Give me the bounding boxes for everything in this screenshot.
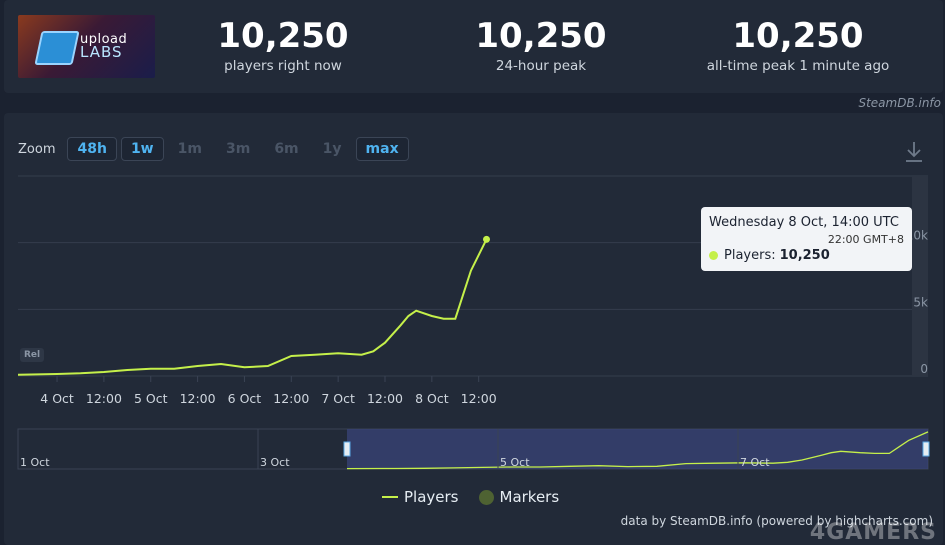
players-series-line[interactable]: [17, 238, 488, 376]
zoom-label: Zoom: [18, 141, 56, 157]
zoom-1m-button[interactable]: 1m: [177, 141, 202, 157]
logo-text-top: upload: [80, 32, 128, 47]
x-axis-ticks: 4 Oct 12:00 5 Oct 12:00 6 Oct 12:00 7 Oct 12:00…: [40, 376, 497, 406]
x-tick-label: 12:00: [273, 391, 309, 406]
x-tick-label: 7 Oct: [321, 391, 355, 406]
stat-alltime-peak: 10,250 all-time peak 1 minute ago: [678, 15, 918, 75]
legend-markers-swatch: [478, 489, 494, 505]
tooltip-local-time: 22:00 GMT+8: [827, 233, 904, 246]
game-logo[interactable]: upload LABS: [18, 15, 155, 78]
navigator-labels: 1 Oct 3 Oct 5 Oct 7 Oct: [17, 429, 770, 469]
download-icon[interactable]: [904, 140, 924, 164]
zoom-max-button[interactable]: max: [355, 137, 409, 161]
x-tick-label: 12:00: [180, 391, 216, 406]
zoom-3m-button[interactable]: 3m: [225, 141, 251, 157]
tooltip-date: Wednesday 8 Oct, 14:00 UTC: [709, 215, 899, 230]
navigator-date-label: 7 Oct: [740, 456, 770, 469]
stat-current-label: players right now: [224, 58, 342, 74]
zoom-6m-button[interactable]: 6m: [274, 141, 299, 157]
tooltip-series-row: Players: 10,250: [709, 248, 830, 263]
navigator-series-line: [346, 431, 929, 470]
stat-current-value: 10,250: [217, 16, 349, 56]
navigator-selection[interactable]: [347, 429, 928, 469]
source-credit[interactable]: SteamDB.info: [858, 96, 941, 110]
tooltip-series-name: Players:: [724, 248, 776, 263]
stats-panel: [4, 0, 943, 93]
y-tick-label: 5k: [913, 295, 928, 309]
legend-players[interactable]: Players: [404, 488, 459, 506]
legend-markers[interactable]: Markers: [499, 488, 560, 506]
chart-grid: [18, 175, 928, 377]
zoom-bar: Zoom 48h 1w 1m 3m 6m 1y max: [18, 135, 413, 163]
chart-legend: Players Markers: [382, 488, 559, 506]
footer-credit[interactable]: data by SteamDB.info (powered by highcha…: [620, 514, 933, 528]
stat-current-players: 10,250 players right now: [163, 15, 403, 75]
y-tick-label: 0: [920, 362, 928, 376]
x-tick-label: 5 Oct: [134, 391, 168, 406]
relative-toggle[interactable]: Rel: [20, 348, 45, 362]
zoom-1w-button[interactable]: 1w: [120, 137, 164, 161]
x-tick-label: 12:00: [86, 391, 122, 406]
stat-alltime-label: all-time peak 1 minute ago: [706, 58, 890, 74]
stat-24h-value: 10,250: [475, 16, 607, 56]
watermark: 4GAMERS: [809, 520, 937, 545]
x-tick-label: 4 Oct: [40, 391, 74, 406]
navigator-date-label: 5 Oct: [500, 456, 530, 469]
x-tick-label: 12:00: [367, 391, 403, 406]
chart-tooltip: Wednesday 8 Oct, 14:00 UTC 22:00 GMT+8 P…: [701, 207, 912, 271]
hover-point-marker: [483, 235, 490, 243]
navigator-handle-right[interactable]: [922, 441, 930, 457]
x-tick-label: 8 Oct: [415, 391, 449, 406]
stat-24h-label: 24-hour peak: [495, 58, 587, 74]
zoom-48h-button[interactable]: 48h: [67, 137, 117, 161]
tooltip-series-dot: [709, 251, 718, 260]
stat-24h-peak: 10,250 24-hour peak: [421, 15, 661, 75]
navigator-handle-left[interactable]: [343, 441, 351, 457]
chart-panel: [4, 113, 943, 545]
legend-players-swatch: [382, 496, 398, 498]
logo-text: upload LABS: [80, 32, 128, 61]
tooltip-series-value: 10,250: [779, 248, 830, 263]
navigator-date-label: 3 Oct: [260, 456, 290, 469]
logo-text-bottom: LABS: [80, 43, 123, 61]
zoom-1y-button[interactable]: 1y: [322, 141, 342, 157]
stat-alltime-value: 10,250: [732, 16, 864, 56]
x-tick-label: 12:00: [461, 391, 497, 406]
current-hover-band: [912, 176, 928, 376]
navigator-date-label: 1 Oct: [20, 456, 50, 469]
x-tick-label: 6 Oct: [228, 391, 262, 406]
